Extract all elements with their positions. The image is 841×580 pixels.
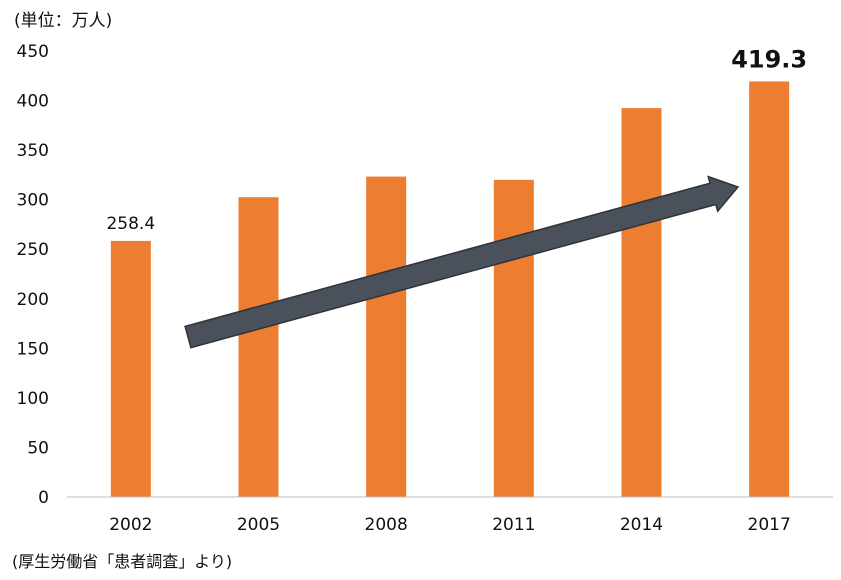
unit-label: (単位：万人): [14, 11, 113, 31]
bar-2005: [238, 197, 279, 497]
y-tick-label: 150: [17, 339, 49, 359]
x-tick-label: 2002: [109, 515, 152, 535]
y-tick-label: 250: [17, 240, 49, 260]
x-tick-label: 2005: [237, 515, 280, 535]
x-tick-label: 2011: [492, 515, 535, 535]
x-tick-label: 2014: [620, 515, 663, 535]
y-tick-label: 400: [17, 92, 49, 112]
bar-2011: [493, 179, 534, 497]
bar-2008: [366, 176, 407, 497]
bar-2017: [749, 81, 790, 497]
y-axis-tick-labels: 0 50 100 150 200 250 300 350 400 450: [17, 42, 49, 508]
source-note: (厚生労働省「患者調査」より): [12, 552, 233, 571]
trend-arrow: [184, 175, 740, 349]
bar-2014: [621, 108, 662, 497]
y-tick-label: 200: [17, 290, 49, 310]
data-labels: 258.4 419.3: [106, 45, 807, 233]
y-tick-label: 450: [17, 42, 49, 62]
x-tick-label: 2017: [748, 515, 791, 535]
y-tick-label: 50: [27, 438, 49, 458]
y-tick-label: 0: [38, 488, 49, 508]
bars: [110, 81, 790, 497]
x-tick-label: 2008: [365, 515, 408, 535]
y-tick-label: 300: [17, 191, 49, 211]
data-label: 258.4: [106, 214, 155, 234]
x-axis-tick-labels: 2002 2005 2008 2011 2014 2017: [109, 515, 791, 535]
bar-chart: 0 50 100 150 200 250 300 350 400 450 2002 2005 2008…: [17, 42, 833, 535]
y-tick-label: 350: [17, 141, 49, 161]
y-tick-label: 100: [17, 389, 49, 409]
data-label: 419.3: [731, 45, 807, 73]
bar-2002: [110, 240, 151, 497]
